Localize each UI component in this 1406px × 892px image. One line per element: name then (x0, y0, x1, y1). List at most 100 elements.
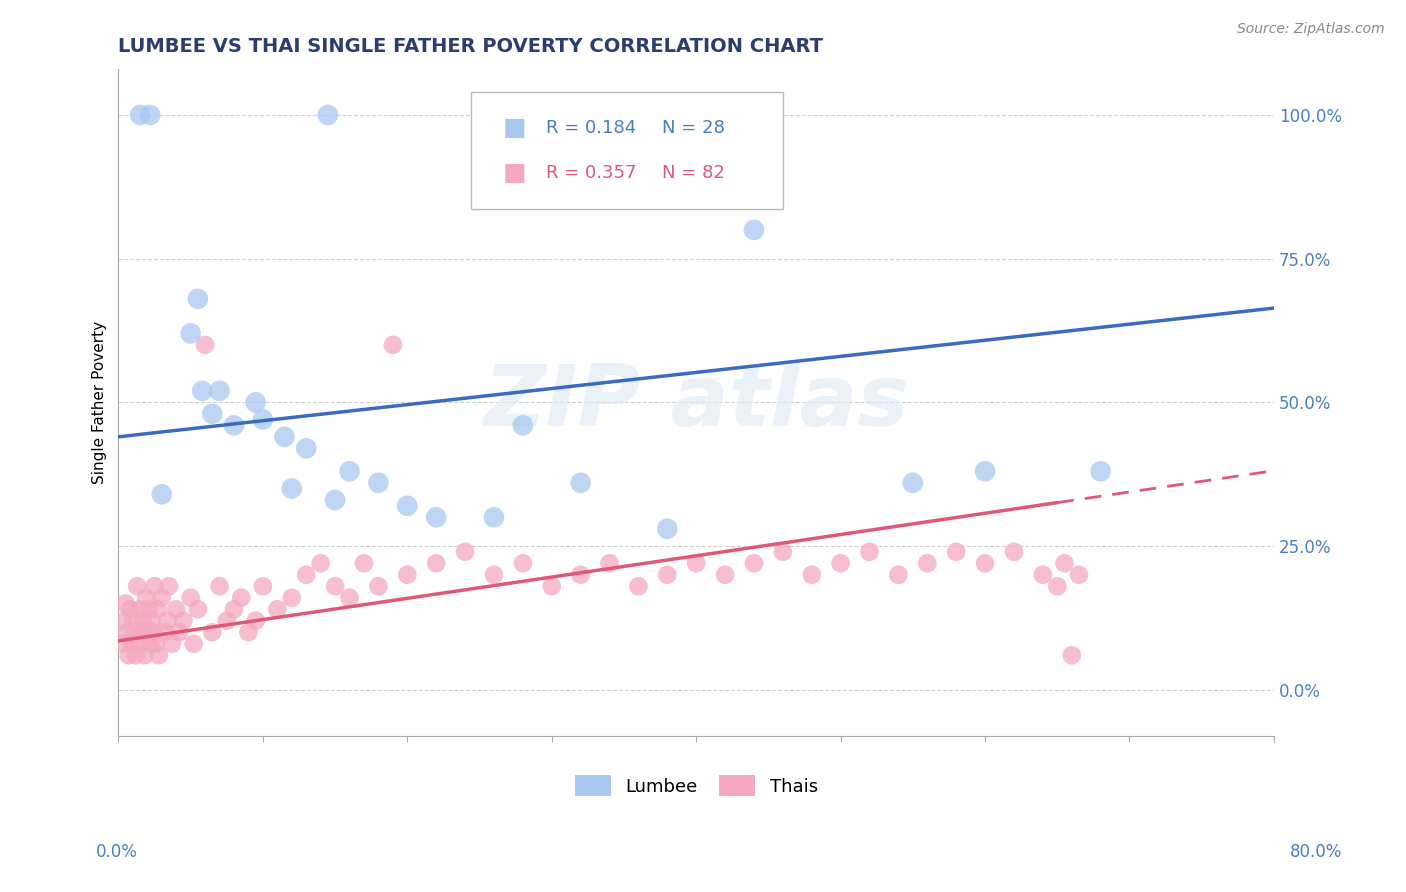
Point (222, 418, 245, 433)
Point (273, 430, 295, 444)
Point (974, 464, 997, 478)
Point (482, 510, 505, 524)
Point (339, 464, 361, 478)
Point (122, 614, 145, 628)
Text: N = 28: N = 28 (661, 119, 724, 136)
Point (454, 545, 477, 559)
Point (323, 579, 346, 593)
Point (191, 384, 214, 398)
Point (238, 625, 260, 640)
Point (125, 648, 148, 663)
Text: ■: ■ (503, 161, 527, 186)
Text: 80.0%: 80.0% (1291, 843, 1343, 861)
Point (1067, 567, 1090, 582)
Point (143, 579, 166, 593)
Point (482, 567, 505, 582)
Point (201, 625, 224, 640)
Point (139, 108, 162, 122)
Point (180, 591, 202, 605)
Point (512, 556, 534, 570)
Point (887, 567, 910, 582)
Point (1053, 556, 1076, 570)
Point (131, 625, 153, 640)
Point (1032, 567, 1054, 582)
Point (208, 384, 231, 398)
Point (1002, 545, 1025, 559)
Point (153, 625, 176, 640)
Point (148, 648, 170, 663)
Point (138, 602, 160, 616)
Point (367, 579, 389, 593)
Point (830, 556, 852, 570)
Text: 0.0%: 0.0% (96, 843, 138, 861)
Point (367, 475, 389, 490)
Point (569, 475, 592, 490)
Text: ZIP atlas: ZIP atlas (484, 361, 910, 444)
Point (772, 545, 794, 559)
Legend: Lumbee, Thais: Lumbee, Thais (568, 768, 825, 804)
Point (316, 108, 339, 122)
Point (128, 637, 150, 651)
Point (157, 579, 180, 593)
Point (245, 395, 267, 409)
Text: R = 0.357: R = 0.357 (546, 164, 637, 182)
Point (1046, 579, 1069, 593)
Point (281, 482, 304, 496)
FancyBboxPatch shape (471, 92, 783, 209)
Point (112, 637, 135, 651)
Point (120, 637, 142, 651)
Point (266, 602, 288, 616)
Point (974, 556, 997, 570)
Point (281, 591, 304, 605)
Point (627, 579, 650, 593)
Text: R = 0.184: R = 0.184 (546, 119, 637, 136)
Point (917, 556, 939, 570)
Text: Source: ZipAtlas.com: Source: ZipAtlas.com (1237, 22, 1385, 37)
Point (714, 567, 737, 582)
Point (135, 591, 157, 605)
Point (657, 522, 679, 536)
Point (742, 223, 765, 237)
Point (146, 602, 169, 616)
Point (145, 637, 167, 651)
Point (540, 579, 562, 593)
Point (381, 338, 404, 352)
Point (167, 625, 190, 640)
Point (156, 614, 179, 628)
Point (425, 510, 447, 524)
Point (685, 556, 707, 570)
Point (295, 567, 318, 582)
Point (118, 602, 141, 616)
Point (114, 597, 136, 611)
Point (309, 556, 332, 570)
Point (569, 567, 592, 582)
Point (127, 579, 149, 593)
Point (425, 556, 447, 570)
Point (150, 487, 173, 501)
Point (901, 475, 924, 490)
Point (295, 442, 318, 456)
Point (945, 545, 967, 559)
Point (1090, 464, 1112, 478)
Point (165, 602, 187, 616)
Point (208, 579, 231, 593)
Point (129, 108, 152, 122)
Point (194, 338, 217, 352)
Point (201, 407, 224, 421)
Text: ■: ■ (503, 116, 527, 140)
Point (245, 614, 267, 628)
Point (252, 579, 274, 593)
Point (183, 637, 205, 651)
Point (222, 602, 245, 616)
Point (134, 648, 156, 663)
Point (339, 591, 361, 605)
Point (124, 625, 146, 640)
Point (141, 614, 163, 628)
Point (858, 545, 880, 559)
Point (115, 625, 138, 640)
Point (800, 567, 823, 582)
Point (111, 614, 134, 628)
Point (136, 625, 159, 640)
Point (180, 326, 202, 341)
Y-axis label: Single Father Poverty: Single Father Poverty (93, 321, 107, 483)
